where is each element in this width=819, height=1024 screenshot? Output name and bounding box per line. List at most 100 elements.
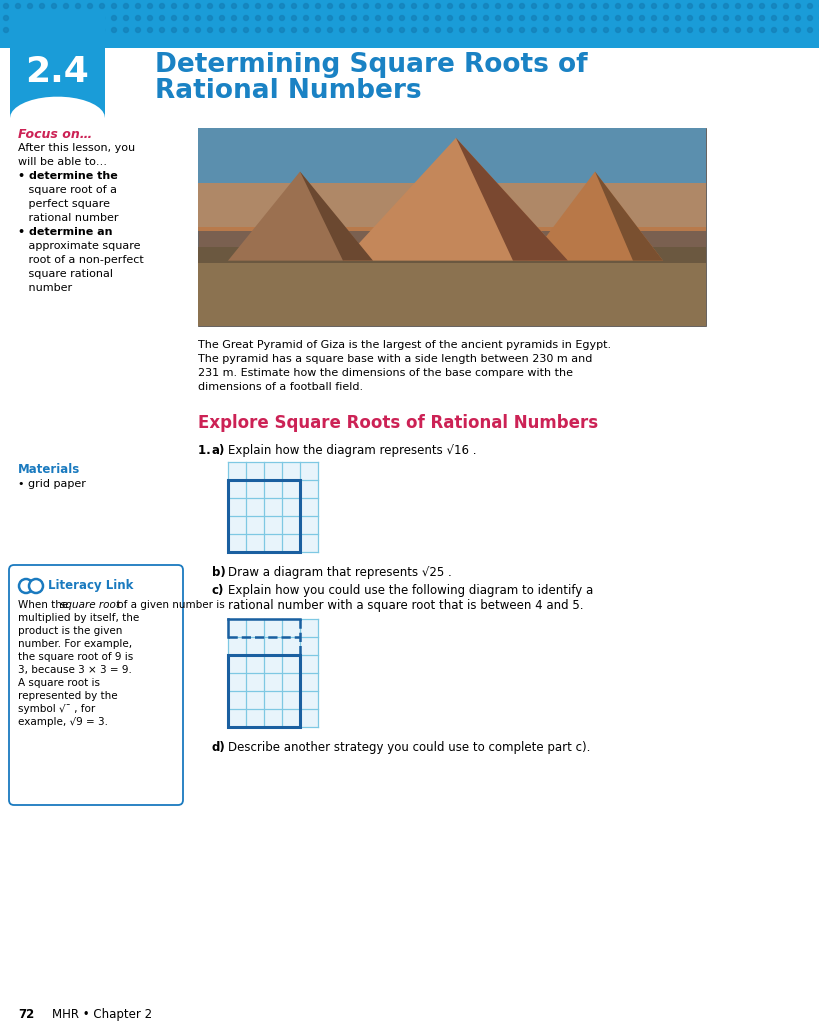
Text: product is the given: product is the given <box>18 626 122 636</box>
Circle shape <box>279 28 284 33</box>
Circle shape <box>640 3 645 8</box>
Text: Determining Square Roots of: Determining Square Roots of <box>155 52 587 78</box>
Circle shape <box>28 15 33 20</box>
Circle shape <box>436 15 441 20</box>
Circle shape <box>99 3 105 8</box>
Circle shape <box>447 15 453 20</box>
Circle shape <box>400 15 405 20</box>
Circle shape <box>555 3 560 8</box>
Circle shape <box>243 15 248 20</box>
Circle shape <box>3 3 8 8</box>
Circle shape <box>483 28 488 33</box>
Text: b): b) <box>212 566 226 579</box>
Polygon shape <box>198 183 706 231</box>
Circle shape <box>544 15 549 20</box>
Circle shape <box>28 3 33 8</box>
Circle shape <box>387 28 392 33</box>
Circle shape <box>604 28 609 33</box>
Circle shape <box>135 15 141 20</box>
Circle shape <box>472 15 477 20</box>
Text: square root of a: square root of a <box>18 185 117 195</box>
Circle shape <box>712 3 717 8</box>
Text: • grid paper: • grid paper <box>18 479 86 489</box>
Text: number: number <box>18 283 72 293</box>
Circle shape <box>232 28 237 33</box>
Circle shape <box>315 15 320 20</box>
Circle shape <box>292 28 296 33</box>
Circle shape <box>436 28 441 33</box>
Bar <box>228 462 318 552</box>
Text: 3, because 3 × 3 = 9.: 3, because 3 × 3 = 9. <box>18 665 132 675</box>
Circle shape <box>495 3 500 8</box>
Circle shape <box>304 3 309 8</box>
Text: Rational Numbers: Rational Numbers <box>155 78 422 104</box>
Circle shape <box>16 28 20 33</box>
Circle shape <box>640 15 645 20</box>
Circle shape <box>375 28 381 33</box>
Circle shape <box>808 28 812 33</box>
Circle shape <box>423 28 428 33</box>
Text: 72: 72 <box>18 1008 34 1021</box>
Circle shape <box>375 3 381 8</box>
Circle shape <box>256 3 260 8</box>
Text: symbol √¯ , for: symbol √¯ , for <box>18 705 95 714</box>
Text: represented by the: represented by the <box>18 691 118 701</box>
Polygon shape <box>228 172 373 261</box>
Circle shape <box>784 15 789 20</box>
Circle shape <box>591 15 596 20</box>
Polygon shape <box>300 172 373 261</box>
Circle shape <box>723 28 728 33</box>
Circle shape <box>19 579 33 593</box>
Circle shape <box>351 28 356 33</box>
Circle shape <box>447 3 453 8</box>
Circle shape <box>268 3 273 8</box>
Text: rational number: rational number <box>18 213 119 223</box>
Bar <box>228 480 300 552</box>
Circle shape <box>88 3 93 8</box>
Polygon shape <box>0 0 819 48</box>
Polygon shape <box>595 172 663 261</box>
Circle shape <box>735 15 740 20</box>
Circle shape <box>351 15 356 20</box>
Text: • determine the: • determine the <box>18 171 118 181</box>
Circle shape <box>771 3 776 8</box>
Circle shape <box>555 28 560 33</box>
Circle shape <box>375 15 381 20</box>
Circle shape <box>699 3 704 8</box>
Circle shape <box>88 28 93 33</box>
Circle shape <box>183 3 188 8</box>
Circle shape <box>640 28 645 33</box>
Circle shape <box>268 28 273 33</box>
Circle shape <box>196 15 201 20</box>
Circle shape <box>568 3 572 8</box>
Circle shape <box>508 15 513 20</box>
Circle shape <box>304 28 309 33</box>
Circle shape <box>3 28 8 33</box>
Circle shape <box>687 15 693 20</box>
Circle shape <box>16 15 20 20</box>
Circle shape <box>111 15 116 20</box>
Circle shape <box>3 15 8 20</box>
Circle shape <box>483 3 488 8</box>
Circle shape <box>591 28 596 33</box>
Text: After this lesson, you: After this lesson, you <box>18 143 135 153</box>
Circle shape <box>723 15 728 20</box>
Circle shape <box>219 15 224 20</box>
Circle shape <box>340 28 345 33</box>
Circle shape <box>784 3 789 8</box>
Circle shape <box>256 28 260 33</box>
Text: rational number with a square root that is between 4 and 5.: rational number with a square root that … <box>228 599 583 612</box>
Circle shape <box>147 15 152 20</box>
Circle shape <box>387 15 392 20</box>
Text: Materials: Materials <box>18 463 80 476</box>
Text: Focus on…: Focus on… <box>18 128 93 141</box>
Circle shape <box>39 28 44 33</box>
Circle shape <box>256 15 260 20</box>
Circle shape <box>771 15 776 20</box>
Text: 2.4: 2.4 <box>25 55 89 89</box>
Circle shape <box>508 28 513 33</box>
Circle shape <box>387 3 392 8</box>
Text: d): d) <box>212 741 226 754</box>
Circle shape <box>328 3 333 8</box>
Circle shape <box>519 3 524 8</box>
